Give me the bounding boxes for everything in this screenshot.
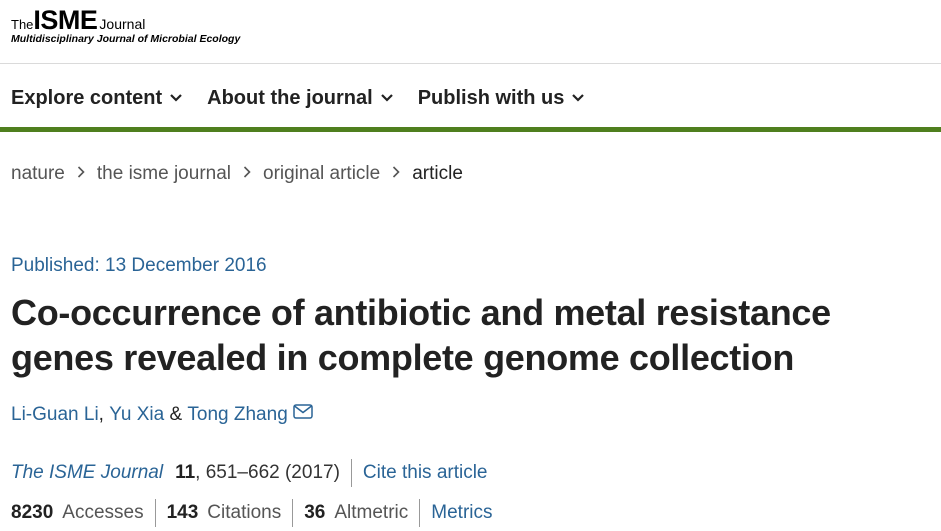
cite-this-article-link[interactable]: Cite this article <box>362 462 488 483</box>
altmetric-label: Altmetric <box>334 502 409 523</box>
breadcrumb: nature the isme journal original article… <box>11 163 463 185</box>
logo-wordmark: The ISME Journal <box>11 6 240 34</box>
volume-number: 11 <box>175 462 196 483</box>
logo-isme: ISME <box>33 5 98 35</box>
chevron-down-icon <box>170 94 182 102</box>
logo-subtitle: Multidisciplinary Journal of Microbial E… <box>11 33 241 45</box>
metrics-link[interactable]: Metrics <box>431 502 493 523</box>
breadcrumb-nature[interactable]: nature <box>11 163 65 184</box>
chevron-right-icon <box>392 166 400 178</box>
divider <box>419 499 421 527</box>
author-separator: , <box>98 404 110 425</box>
divider <box>350 459 352 487</box>
article-title: Co-occurrence of antibiotic and metal re… <box>11 292 831 378</box>
breadcrumb-original-article[interactable]: original article <box>263 163 381 184</box>
breadcrumb-isme-journal[interactable]: the isme journal <box>96 163 231 184</box>
nav-item-label: Explore content <box>11 86 163 109</box>
citations-label: Citations <box>207 502 282 523</box>
author-list: Li-Guan Li , Yu Xia & Tong Zhang <box>11 403 313 426</box>
citation-line: The ISME Journal 11 , 651–662 (2017) Cit… <box>11 459 488 487</box>
accesses-label: Accesses <box>62 502 144 523</box>
mail-icon[interactable] <box>293 403 313 419</box>
journal-name-link[interactable]: The ISME Journal <box>11 462 164 483</box>
altmetric-score: 36 <box>304 502 326 523</box>
nav-item-label: About the journal <box>207 86 373 109</box>
nav-list: Explore content About the journal Publis… <box>0 64 941 132</box>
page-range: , 651–662 (2017) <box>195 462 340 483</box>
article-metrics: 8230 Accesses 143 Citations 36 Altmetric… <box>11 499 493 527</box>
author-link[interactable]: Tong Zhang <box>187 404 288 425</box>
author-separator: & <box>164 404 188 425</box>
published-date: Published: 13 December 2016 <box>11 255 267 276</box>
chevron-down-icon <box>572 94 585 102</box>
journal-logo[interactable]: The ISME Journal Multidisciplinary Journ… <box>11 6 240 45</box>
main-nav: Explore content About the journal Publis… <box>0 64 941 132</box>
chevron-right-icon <box>243 166 251 178</box>
nav-publish-with-us[interactable]: Publish with us <box>418 87 585 110</box>
nav-item-label: Publish with us <box>417 86 565 109</box>
logo-journal: Journal <box>99 16 146 32</box>
divider <box>292 499 294 527</box>
author-link[interactable]: Yu Xia <box>109 404 165 425</box>
chevron-down-icon <box>380 94 393 102</box>
author-link[interactable]: Li-Guan Li <box>11 404 99 425</box>
logo-the: The <box>11 17 34 32</box>
divider <box>154 499 156 527</box>
nav-about-journal[interactable]: About the journal <box>207 87 393 110</box>
citations-count: 143 <box>166 502 199 523</box>
breadcrumb-article: article <box>412 163 463 184</box>
chevron-right-icon <box>77 166 85 178</box>
nav-explore-content[interactable]: Explore content <box>11 87 182 110</box>
site-header: The ISME Journal Multidisciplinary Journ… <box>0 0 941 64</box>
accesses-count: 8230 <box>11 502 54 523</box>
